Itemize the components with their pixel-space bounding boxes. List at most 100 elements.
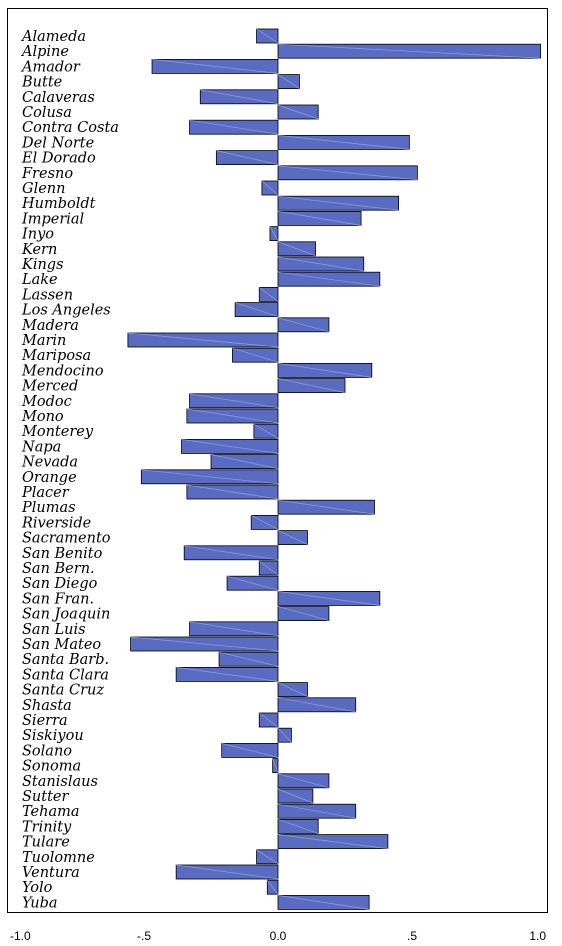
x-axis-ticks: -1.0 -.5 0.0 .5 1.0 [10,929,546,943]
category-label: San Diego [22,576,98,592]
category-label: Sierra [22,713,68,729]
category-label: Mariposa [21,348,91,364]
bar-mendocino [277,362,373,378]
bar-humboldt [277,195,399,211]
bar-alpine [277,43,542,59]
bar-san-joaquin [277,606,330,621]
bar-kings [277,256,365,272]
category-label: Merced [21,379,78,395]
category-label: San Benito [22,546,103,562]
bar-trinity [277,819,319,834]
bar-san-fran [277,591,381,606]
category-label: Monterey [21,424,94,440]
bar-sierra [258,712,279,728]
category-label: Fresno [21,166,73,182]
category-label: Santa Barb. [22,652,109,668]
bar-imperial [277,210,362,226]
category-label: Santa Clara [22,667,109,683]
bar-colusa [277,104,319,120]
bar-tulare [277,834,389,849]
category-label: Tulare [22,835,70,851]
category-label: Nevada [21,455,78,471]
x-tick-label: -.5 [137,929,151,943]
category-label: San Bern. [22,561,95,577]
bar-tehama [277,803,357,819]
bar-stanislaus [277,773,330,789]
bar-alameda [256,28,279,44]
category-label: San Mateo [22,637,101,653]
category-label: Del Norte [21,135,94,151]
bar-monterey [253,423,279,439]
category-label: Imperial [21,211,85,227]
x-tick-label: .5 [407,929,417,943]
category-label: Siskiyou [22,728,84,744]
category-label: Orange [22,470,77,486]
bar-lassen [258,286,279,302]
bar-los-angeles [234,302,279,318]
bar-madera [277,317,330,333]
bar-mariposa [232,347,279,363]
category-label: Glenn [22,181,65,197]
category-label: Amador [20,59,81,75]
category-label: Tehama [22,804,80,820]
category-label: Colusa [22,105,72,121]
bar-sonoma [272,758,279,773]
bar-solano [221,743,279,758]
bar-san-luis [189,621,279,637]
category-label: Stanislaus [22,774,98,790]
category-label: Sonoma [22,759,81,775]
category-label: Inyo [21,227,54,243]
category-label: Trinity [22,819,72,835]
category-label: Sutter [22,789,70,805]
bar-inyo [269,226,279,242]
bars-group [127,28,542,910]
category-label: Marin [21,333,66,349]
bar-sacramento [277,530,308,545]
category-label: Tuolomne [22,850,95,866]
bar-san-mateo [130,636,279,652]
category-label: Riverside [21,515,91,531]
bar-napa [181,438,279,454]
category-label: El Dorado [21,151,96,167]
bar-butte [277,74,300,89]
category-label: Yolo [22,880,53,896]
bar-sutter [277,788,314,804]
x-tick-label: 1.0 [529,929,546,943]
bar-orange [140,469,279,485]
category-label: Yuba [22,895,58,911]
category-label: Plumas [21,500,76,516]
bar-san-diego [226,575,279,591]
bar-del-norte [277,134,410,150]
category-label: Modoc [21,394,72,410]
category-label: Solano [22,743,72,759]
category-label: Los Angeles [21,303,111,319]
bar-santa-cruz [277,682,308,697]
category-labels: AlamedaAlpineAmadorButteCalaverasColusaC… [20,29,119,911]
category-label: Mono [21,409,64,425]
category-label: Placer [21,485,70,501]
category-label: San Luis [22,622,86,638]
category-label: Alameda [20,29,86,45]
category-label: Napa [21,439,61,455]
x-tick-label: 0.0 [270,929,287,943]
bar-ventura [175,864,279,880]
bar-calaveras [199,89,279,105]
bar-san-benito [183,545,279,561]
bar-contra-costa [189,119,279,135]
bar-amador [151,59,279,74]
bar-siskiyou [277,727,292,743]
category-label: Sacramento [22,531,111,547]
bar-riverside [250,515,279,530]
category-label: Kings [21,257,64,273]
category-label: Kern [21,242,57,258]
category-label: Alpine [20,44,69,60]
x-tick-label: -1.0 [10,929,31,943]
bar-el-dorado [215,150,279,166]
bar-fresno [277,165,418,181]
bar-placer [186,484,279,500]
category-label: San Joaquin [22,607,110,623]
bar-san-bern [258,560,279,576]
category-label: Contra Costa [22,120,119,136]
bar-santa-barb [218,651,279,667]
